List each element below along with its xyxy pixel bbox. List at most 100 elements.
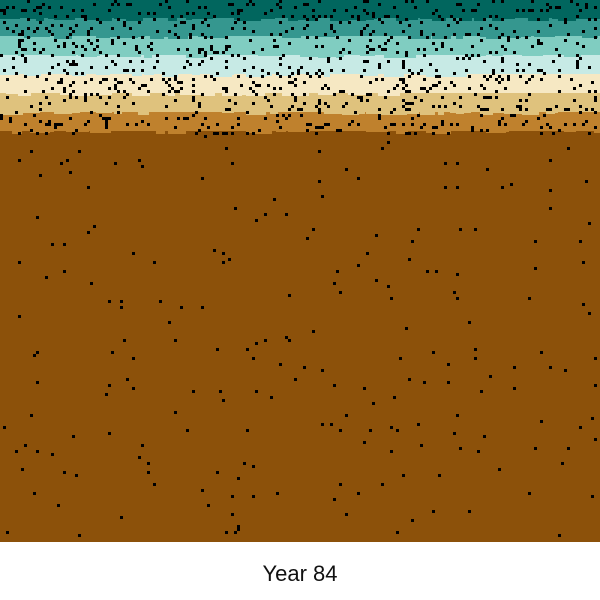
particle (225, 45, 228, 48)
particle (357, 123, 360, 126)
boundary-notch (366, 112, 389, 114)
particle (63, 270, 66, 273)
boundary-notch (492, 131, 509, 132)
boundary-notch (72, 93, 92, 96)
particle (294, 78, 297, 81)
particle (456, 123, 459, 126)
particle (3, 9, 6, 12)
particle (243, 462, 246, 465)
particle (465, 54, 468, 57)
particle (486, 108, 489, 111)
particle (468, 510, 471, 513)
particle (414, 132, 417, 135)
particle (498, 81, 501, 84)
boundary-notch (534, 36, 555, 37)
particle (36, 216, 39, 219)
particle (537, 117, 540, 120)
particle (366, 60, 369, 63)
particle (300, 108, 303, 111)
boundary-notch (576, 18, 582, 19)
particle (294, 96, 297, 99)
particle (63, 87, 66, 90)
particle (357, 18, 360, 21)
particle (18, 261, 21, 264)
particle (285, 30, 288, 33)
particle (336, 270, 339, 273)
particle (216, 51, 219, 54)
boundary-notch (552, 18, 558, 19)
particle (561, 462, 564, 465)
particle (576, 54, 579, 57)
particle (423, 48, 426, 51)
particle (66, 36, 69, 39)
particle (318, 99, 321, 102)
particle (495, 27, 498, 30)
particle (471, 129, 474, 132)
particle (516, 69, 519, 72)
particle (420, 87, 423, 90)
particle (456, 21, 459, 24)
particle (273, 39, 276, 42)
particle (180, 87, 183, 90)
particle (63, 69, 66, 72)
particle (126, 123, 129, 126)
particle (438, 474, 441, 477)
particle (54, 15, 57, 18)
particle (450, 81, 453, 84)
particle (192, 90, 195, 93)
boundary-notch (540, 18, 549, 21)
particle (153, 483, 156, 486)
particle (141, 60, 144, 63)
particle (486, 78, 489, 81)
particle (324, 102, 327, 105)
particle (51, 24, 54, 27)
particle (444, 186, 447, 189)
particle (141, 36, 144, 39)
particle (411, 0, 414, 3)
particle (543, 72, 546, 75)
particle (69, 63, 72, 66)
particle (15, 51, 18, 54)
particle (147, 123, 150, 126)
particle (90, 27, 93, 30)
particle (159, 300, 162, 303)
particle (192, 114, 195, 117)
particle (138, 87, 141, 90)
particle (546, 3, 549, 6)
particle (147, 12, 150, 15)
particle (432, 33, 435, 36)
particle (366, 93, 369, 96)
year-caption: Year 84 (262, 561, 338, 586)
particle (363, 9, 366, 12)
particle (75, 45, 78, 48)
boundary-notch (156, 131, 165, 134)
particle (117, 3, 120, 6)
particle (39, 174, 42, 177)
particle (315, 36, 318, 39)
particle (165, 117, 168, 120)
particle (6, 27, 9, 30)
particle (423, 87, 426, 90)
particle (423, 78, 426, 81)
particle (594, 99, 597, 102)
particle (129, 3, 132, 6)
boundary-notch (150, 36, 164, 39)
particle (204, 117, 207, 120)
particle (513, 114, 516, 117)
particle (378, 3, 381, 6)
particle (339, 429, 342, 432)
particle (432, 132, 435, 135)
particle (252, 465, 255, 468)
particle (366, 12, 369, 15)
boundary-notch (96, 74, 110, 75)
particle (402, 30, 405, 33)
particle (591, 108, 594, 111)
particle (129, 60, 132, 63)
particle (345, 168, 348, 171)
particle (291, 15, 294, 18)
particle (483, 87, 486, 90)
particle (174, 411, 177, 414)
particle (201, 306, 204, 309)
particle (270, 396, 273, 399)
particle (66, 15, 69, 18)
